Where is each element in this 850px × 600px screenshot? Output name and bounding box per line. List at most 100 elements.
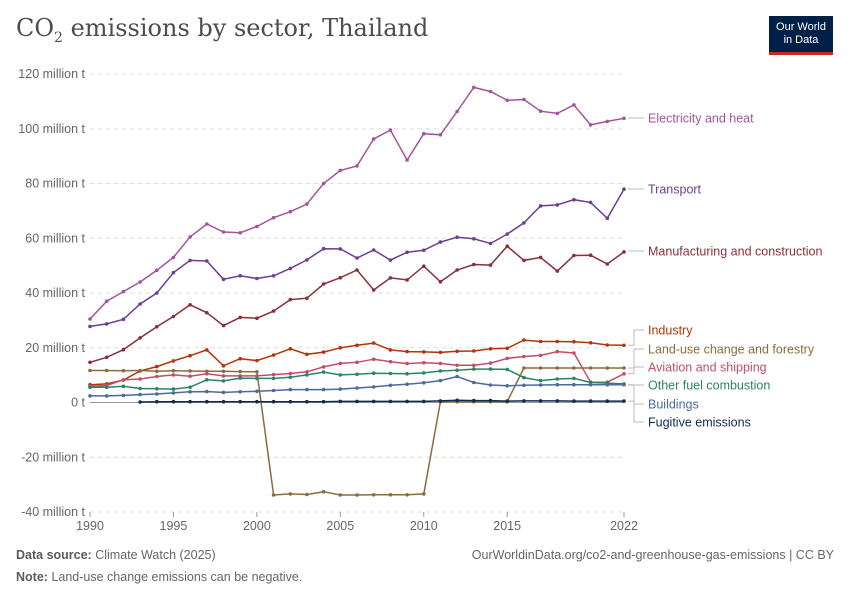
data-point [221, 399, 226, 404]
data-point [405, 158, 409, 162]
data-point [371, 288, 376, 292]
chart-area: -40 million t -20 million t 0 t 20 million … [18, 67, 822, 533]
data-point [321, 387, 326, 392]
data-point [321, 350, 326, 354]
data-point [355, 493, 359, 497]
data-point [305, 373, 309, 377]
label-connector [628, 400, 644, 423]
data-point [488, 383, 493, 387]
data-point [522, 221, 526, 225]
data-point [388, 493, 393, 497]
data-point [438, 350, 443, 355]
data-point [388, 359, 393, 364]
data-point [104, 322, 109, 326]
data-point [255, 399, 259, 404]
data-point [288, 387, 293, 392]
data-point [305, 296, 309, 301]
data-point [338, 346, 343, 350]
data-point [388, 276, 393, 280]
data-point [238, 231, 242, 235]
data-point [88, 317, 92, 321]
data-point [572, 382, 576, 387]
data-point [121, 393, 126, 398]
data-point [221, 230, 226, 234]
data-point [338, 275, 343, 280]
y-tick-label: -40 million t [21, 505, 85, 519]
label-connector [628, 366, 644, 375]
y-tick-label: -20 million t [21, 450, 85, 464]
data-point [438, 361, 443, 366]
data-point [104, 368, 109, 373]
data-point [104, 394, 109, 398]
data-point [555, 366, 560, 370]
data-point [455, 363, 459, 368]
data-point [255, 358, 259, 363]
data-point [205, 378, 209, 382]
url-license[interactable]: OurWorldinData.org/co2-and-greenhouse-ga… [471, 548, 834, 562]
data-point [221, 323, 226, 328]
data-point [205, 348, 209, 352]
series-line [140, 399, 624, 403]
owid-logo[interactable]: Our World in Data [769, 16, 833, 55]
data-point [305, 352, 309, 357]
x-tick-label: 1990 [76, 519, 104, 533]
data-point [338, 373, 343, 377]
data-point [622, 116, 626, 121]
data-point [371, 248, 376, 252]
data-point [171, 368, 176, 373]
data-point [522, 399, 526, 403]
data-point [622, 366, 626, 370]
series-label: Transport [648, 183, 702, 197]
data-point [155, 399, 159, 404]
data-point [488, 347, 493, 351]
data-point [255, 316, 259, 321]
data-point [605, 119, 610, 124]
data-point [355, 268, 359, 272]
data-point [522, 338, 526, 342]
data-point [538, 399, 543, 403]
data-point [505, 232, 510, 236]
data-point [88, 385, 92, 390]
data-point [555, 377, 560, 381]
y-tick-label: 100 million t [18, 122, 85, 136]
data-point [288, 399, 293, 404]
data-point [371, 493, 376, 497]
x-tick-label: 2000 [243, 519, 271, 533]
data-point [522, 375, 526, 380]
data-point [505, 384, 510, 388]
data-point [221, 277, 226, 282]
label-connector [628, 384, 644, 405]
data-point [288, 492, 293, 496]
data-point [305, 258, 309, 262]
data-point [238, 376, 242, 380]
data-point [138, 368, 142, 373]
data-point [422, 131, 426, 136]
data-point [405, 361, 409, 366]
series-label: Electricity and heat [648, 112, 754, 126]
data-point [572, 103, 576, 107]
series-label: Fugitive emissions [648, 416, 751, 430]
data-point [288, 375, 293, 380]
data-point [538, 339, 543, 344]
data-point [388, 258, 393, 262]
data-point [438, 280, 443, 284]
data-point [538, 204, 543, 208]
data-point [438, 133, 443, 137]
data-point [171, 270, 176, 275]
label-connector [628, 348, 644, 369]
data-point [455, 235, 459, 239]
data-point [205, 372, 209, 376]
data-point [271, 399, 276, 404]
data-point [488, 263, 493, 267]
data-point [572, 351, 576, 355]
data-point [522, 366, 526, 370]
y-tick-label: 80 million t [25, 177, 85, 191]
data-point [171, 399, 176, 404]
x-tick-label: 2005 [326, 519, 354, 533]
x-tick-label: 2015 [493, 519, 521, 533]
data-point [622, 399, 626, 403]
series-label: Other fuel combustion [648, 379, 770, 393]
data-point [188, 390, 192, 394]
data-point [371, 399, 376, 404]
data-point [188, 369, 192, 373]
